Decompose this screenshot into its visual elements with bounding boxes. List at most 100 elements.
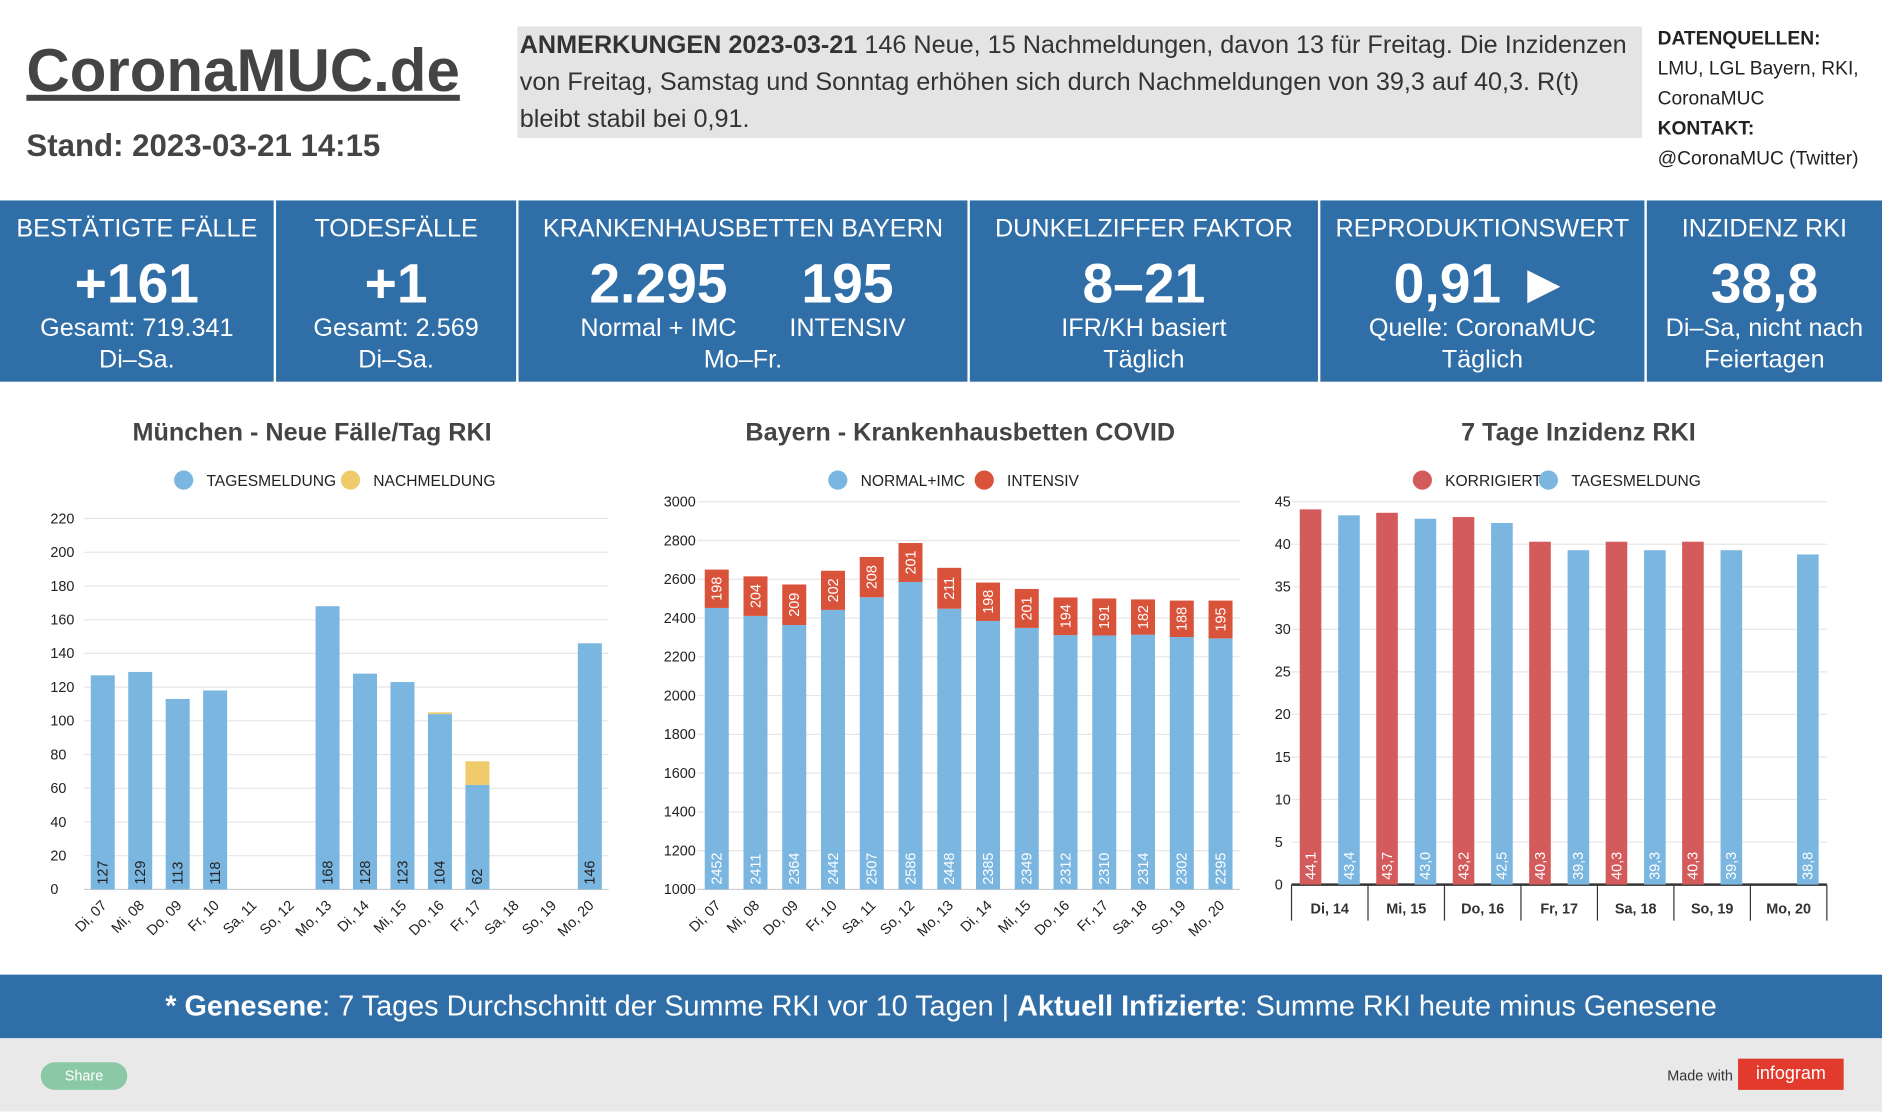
- kpi-title: TODESFÄLLE: [314, 214, 478, 243]
- y-tick-label: 1600: [664, 766, 696, 782]
- y-tick-label: 10: [1275, 792, 1291, 808]
- data-label: 39,3: [1648, 852, 1664, 880]
- timestamp: Stand: 2023-03-21 14:15: [26, 127, 381, 164]
- y-tick-label: 40: [1275, 537, 1291, 553]
- y-tick-label: 0: [50, 882, 58, 898]
- x-tick-label: Do, 09: [761, 898, 802, 939]
- data-label: 127: [96, 861, 112, 885]
- y-tick-label: 25: [1275, 665, 1291, 681]
- data-label: 40,3: [1533, 852, 1549, 880]
- share-button[interactable]: Share: [40, 1062, 128, 1090]
- x-tick-label: So, 19: [1149, 898, 1190, 939]
- kpi-line: Quelle: CoronaMUC: [1368, 314, 1596, 343]
- x-tick-label: Mo, 20: [555, 898, 597, 940]
- y-tick-label: 140: [50, 646, 74, 662]
- bar: [1797, 554, 1819, 885]
- data-label: 211: [942, 577, 958, 600]
- bar-segment: [821, 570, 846, 610]
- data-label: 43,2: [1456, 852, 1472, 880]
- bar: [1644, 550, 1666, 885]
- data-label: 38,8: [1801, 852, 1817, 880]
- y-tick-label: 0: [1275, 877, 1283, 893]
- bar-segment: [465, 784, 490, 890]
- legend-marker: [974, 470, 994, 490]
- bar: [1414, 518, 1437, 885]
- kpi-tile: INZIDENZ RKI 38,8 Di–Sa, nicht nach Feierta…: [1646, 200, 1882, 382]
- data-label: 2302: [1175, 853, 1191, 885]
- data-label: 168: [320, 861, 336, 885]
- kpi-value: 8–21: [1082, 252, 1206, 315]
- x-tick-label: So, 12: [257, 898, 298, 939]
- bar-segment: [859, 597, 884, 890]
- brand-logo[interactable]: infogram: [1738, 1058, 1844, 1090]
- y-tick-label: 60: [50, 781, 66, 797]
- kpi-line: Täglich: [1441, 345, 1523, 374]
- chart-title: Bayern - Krankenhausbetten COVID: [745, 419, 1175, 447]
- bar-segment: [704, 607, 729, 890]
- data-label: 2448: [942, 853, 958, 885]
- x-tick-label: Fr, 10: [185, 898, 222, 935]
- x-tick-label: Fr, 10: [803, 898, 840, 935]
- x-tick-label: Fr, 17: [1540, 901, 1578, 917]
- bottom-bar: Share Made with infogram: [0, 1038, 1882, 1112]
- data-label: 43,4: [1342, 852, 1358, 880]
- data-label: 191: [1097, 605, 1113, 629]
- bar-segment: [898, 581, 923, 890]
- bar-segment: [1131, 634, 1156, 890]
- y-tick-label: 1400: [664, 805, 696, 821]
- kpi-title: KRANKENHAUSBETTEN BAYERN: [542, 214, 944, 243]
- data-label: 113: [170, 862, 186, 885]
- data-label: 42,5: [1495, 852, 1511, 880]
- annotation-text: 146 Neue, 15 Nachmeldungen, davon 13 für…: [519, 31, 1627, 134]
- kpi-value: 2.295: [589, 252, 728, 315]
- kpi-title: DUNKELZIFFER FAKTOR: [994, 214, 1293, 243]
- data-label: 40,3: [1609, 852, 1625, 880]
- y-tick-label: 2800: [664, 533, 696, 549]
- bar-segment: [1053, 635, 1078, 890]
- bar-segment: [1169, 600, 1194, 638]
- legend-marker: [828, 470, 848, 490]
- bar-segment: [427, 712, 452, 715]
- x-tick-label: Do, 16: [1032, 898, 1073, 939]
- x-tick-label: Mo, 13: [293, 898, 335, 940]
- y-tick-label: 2200: [664, 650, 696, 666]
- data-label: 2507: [865, 853, 881, 885]
- bar-segment: [782, 625, 807, 890]
- x-tick-label: Di, 14: [1311, 901, 1349, 917]
- y-tick-label: 120: [50, 680, 74, 696]
- x-tick-label: Di, 14: [335, 898, 373, 936]
- data-label: 2310: [1097, 853, 1113, 885]
- data-label: 2442: [826, 853, 842, 885]
- x-tick-label: Do, 16: [1461, 901, 1504, 917]
- bar: [1682, 541, 1704, 885]
- x-tick-label: So, 19: [519, 898, 560, 939]
- x-tick-label: Mi, 08: [109, 898, 148, 937]
- footer-label: * Genesene: [165, 990, 323, 1023]
- legend-label: NACHMELDUNG: [373, 473, 495, 490]
- bar-segment: [203, 690, 228, 890]
- x-tick-label: Do, 09: [144, 898, 185, 939]
- bar-segment: [743, 615, 768, 890]
- x-tick-label: Do, 16: [406, 898, 447, 939]
- bar: [1720, 550, 1743, 885]
- y-tick-label: 5: [1275, 835, 1283, 851]
- footer-label: Aktuell Infizierte: [1017, 990, 1240, 1023]
- y-tick-label: 1000: [664, 882, 696, 898]
- bar-segment: [782, 584, 807, 626]
- site-title[interactable]: CoronaMUC.de: [26, 37, 460, 105]
- legend-marker: [1538, 470, 1558, 490]
- kpi-title: REPRODUKTIONSWERT: [1335, 214, 1630, 243]
- kpi-tile: TODESFÄLLE +1 Gesamt: 2.569 Di–Sa.: [276, 200, 517, 382]
- x-tick-label: Mo, 13: [914, 898, 956, 940]
- kpi-tile: DUNKELZIFFER FAKTOR 8–21 IFR/KH basiert Täg…: [969, 200, 1318, 382]
- footer-text: : Summe RKI heute minus Genesene: [1239, 990, 1717, 1023]
- data-label: 118: [208, 862, 224, 885]
- data-label: 2452: [710, 853, 726, 885]
- data-label: 2312: [1058, 853, 1074, 885]
- bar-segment: [1014, 588, 1039, 628]
- data-label: 2411: [748, 854, 764, 885]
- kpi-line: Di–Sa.: [358, 345, 434, 374]
- data-label: 204: [748, 584, 764, 608]
- kpi-value: +161: [74, 252, 200, 315]
